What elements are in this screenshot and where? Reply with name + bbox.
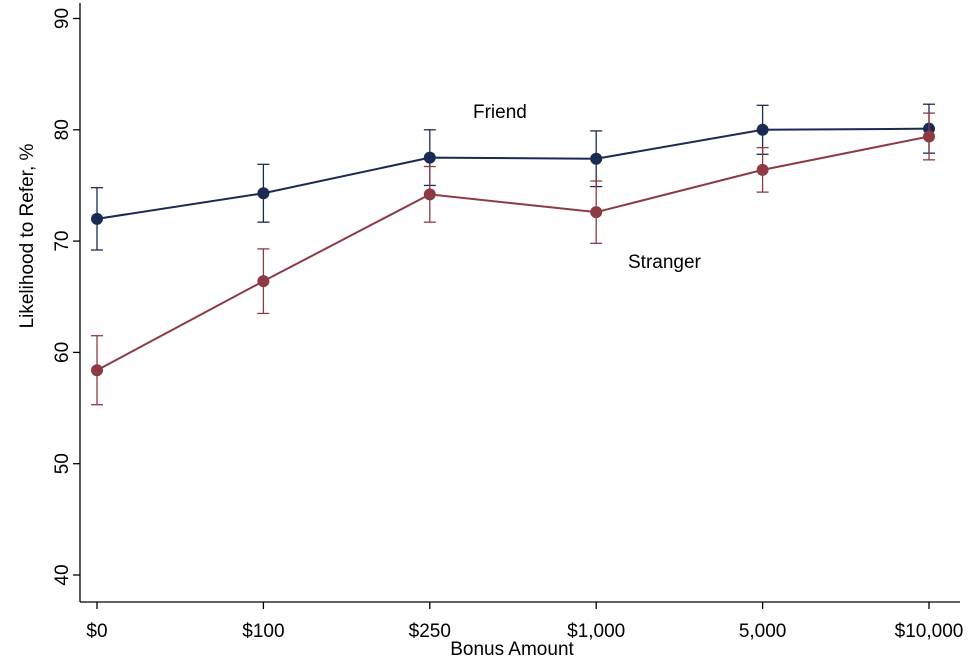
data-point xyxy=(756,123,769,136)
x-tick-label: $0 xyxy=(86,621,107,642)
series-label-friend: Friend xyxy=(473,102,527,123)
y-tick-label: 70 xyxy=(52,231,73,252)
y-tick-label: 40 xyxy=(52,564,73,585)
data-point xyxy=(91,364,103,377)
y-tick-label: 90 xyxy=(52,8,73,29)
y-tick-label: 60 xyxy=(52,342,73,363)
series-label-stranger: Stranger xyxy=(628,252,702,273)
series-friend xyxy=(91,103,935,251)
data-point xyxy=(590,206,603,219)
x-tick-label: $1,000 xyxy=(567,621,625,642)
y-axis: 40 50 60 70 80 90 xyxy=(52,3,81,602)
x-tick-label: $250 xyxy=(409,621,451,642)
series-layer xyxy=(91,103,935,406)
y-tick-label: 80 xyxy=(52,119,73,140)
data-point xyxy=(423,188,436,201)
data-point xyxy=(423,151,436,164)
data-point xyxy=(257,187,270,200)
y-tick-label: 50 xyxy=(52,453,73,474)
series-line xyxy=(96,135,930,372)
series-stranger xyxy=(91,112,935,406)
x-tick-label: $10,000 xyxy=(895,621,964,642)
data-point xyxy=(590,152,603,165)
series-line xyxy=(96,127,930,220)
data-point xyxy=(756,163,769,176)
y-axis-title: Likelihood to Refer, % xyxy=(17,143,38,328)
data-point xyxy=(257,275,270,288)
x-tick-label: $100 xyxy=(242,621,284,642)
x-tick-label: 5,000 xyxy=(739,621,787,642)
data-point xyxy=(923,130,935,143)
data-point xyxy=(91,212,103,225)
x-axis: $0 $100 $250 $1,000 5,000 $10,000 xyxy=(80,601,964,642)
x-axis-title: Bonus Amount xyxy=(450,639,574,660)
